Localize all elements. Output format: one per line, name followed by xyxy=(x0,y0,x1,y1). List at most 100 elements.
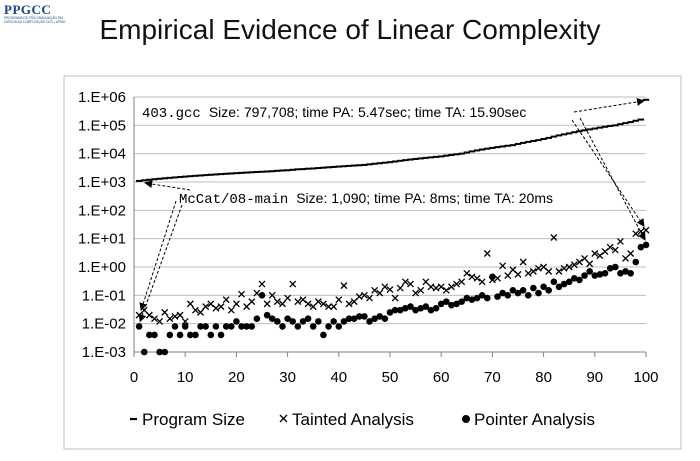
tainted-analysis-point xyxy=(161,308,169,316)
tainted-analysis-point xyxy=(268,291,276,299)
pointer-analysis-point xyxy=(304,315,312,322)
pointer-analysis-point xyxy=(161,348,169,356)
tainted-analysis-point xyxy=(581,255,589,262)
pointer-analysis-point xyxy=(386,309,394,316)
tainted-analysis-point xyxy=(145,311,153,319)
pointer-analysis-point xyxy=(309,323,317,330)
pointer-analysis-point xyxy=(207,331,215,339)
logo-subtext: PROGRAMA DE PÓS-GRADUAÇÃO EM CIÊNCIA DA … xyxy=(4,16,66,24)
tainted-analysis-point xyxy=(432,284,440,292)
mccat-annotation-text: Size: 1,090; time PA: 8ms; time TA: 20ms xyxy=(296,190,553,206)
legend: Program Size Tainted Analysis Pointer Anal… xyxy=(130,410,595,429)
tainted-analysis-point xyxy=(258,280,266,288)
tainted-analysis-point xyxy=(186,300,194,308)
x-tick-label: 20 xyxy=(228,369,245,386)
pointer-analysis-point xyxy=(463,294,471,302)
pointer-analysis-point xyxy=(268,315,276,322)
tainted-analysis-point xyxy=(550,234,558,241)
tainted-analysis-point xyxy=(514,270,522,278)
pointer-analysis-point xyxy=(637,243,645,251)
pointer-analysis-point xyxy=(366,318,373,325)
pointer-analysis-point xyxy=(581,272,588,279)
pointer-analysis-point xyxy=(458,298,465,305)
pointer-analysis-point xyxy=(181,323,189,330)
tainted-analysis-point xyxy=(166,315,174,323)
pointer-analysis-point xyxy=(555,283,563,291)
tainted-analysis-point xyxy=(632,230,640,238)
tainted-analysis-point xyxy=(504,272,512,279)
pointer-analysis-point xyxy=(427,306,435,314)
tainted-analysis-point xyxy=(442,286,450,294)
tainted-analysis-point xyxy=(396,284,404,292)
gcc-annotation-code: 403.gcc xyxy=(142,106,201,122)
tainted-analysis-point xyxy=(299,296,307,304)
tainted-analysis-point xyxy=(401,278,409,286)
tainted-analysis-point xyxy=(350,298,358,306)
tainted-analysis-point xyxy=(376,289,384,297)
tainted-analysis-point xyxy=(483,250,491,257)
pointer-analysis-point xyxy=(166,331,174,339)
pointer-analysis-point xyxy=(243,323,250,330)
pointer-analysis-point xyxy=(192,331,199,339)
tainted-analysis-point xyxy=(366,294,373,302)
pointer-analysis-point xyxy=(468,296,476,304)
legend-item: Program Size xyxy=(130,410,245,429)
pointer-analysis-point xyxy=(453,300,460,308)
pointer-analysis-point xyxy=(402,304,409,312)
x-tick-label: 60 xyxy=(433,369,450,386)
series xyxy=(135,98,650,356)
tainted-analysis-point xyxy=(417,286,425,294)
mccat-annotation-box xyxy=(176,186,614,210)
tainted-analysis-point xyxy=(345,300,353,308)
x-tick-label: 90 xyxy=(586,369,603,386)
y-tick-label: 1.E+01 xyxy=(78,231,126,248)
pointer-analysis-point xyxy=(238,323,245,330)
pointer-analysis-point xyxy=(253,315,261,322)
pointer-analysis-point xyxy=(217,331,225,339)
legend-marker-dot xyxy=(462,415,470,423)
pointer-analysis-point xyxy=(350,315,358,322)
tainted-analysis-point xyxy=(422,278,430,286)
pointer-analysis-point xyxy=(212,323,220,330)
tainted-analysis-point xyxy=(309,303,317,311)
pointer-analysis-point xyxy=(540,283,547,291)
tainted-analysis-point xyxy=(355,293,363,301)
pointer-analysis-point xyxy=(524,292,532,299)
pointer-analysis-point xyxy=(591,272,599,279)
pointer-analysis-point xyxy=(535,289,542,297)
pointer-analysis-point xyxy=(622,268,629,275)
pointer-analysis-point xyxy=(632,258,640,266)
gcc-annotation-text: Size: 797,708; time PA: 5.47sec; time TA… xyxy=(209,104,527,120)
pointer-analysis-point xyxy=(299,318,307,325)
y-tick-label: 1.E-02 xyxy=(82,316,126,333)
tainted-analysis-point xyxy=(519,258,527,266)
tainted-analysis-point xyxy=(314,298,322,306)
tainted-analysis-point xyxy=(289,280,297,288)
pointer-analysis-point xyxy=(412,306,419,314)
tainted-analysis-point xyxy=(279,300,286,308)
mccat-arrow-pa xyxy=(138,204,183,323)
pointer-analysis-point xyxy=(499,289,506,297)
pointer-analysis-point xyxy=(294,323,302,330)
x-tick-label: 0 xyxy=(130,369,138,386)
pointer-analysis-point xyxy=(355,313,363,320)
pointer-analysis-point xyxy=(586,268,593,275)
tainted-analysis-point xyxy=(335,296,343,304)
pointer-analysis-point xyxy=(483,294,491,302)
pointer-analysis-point xyxy=(611,263,619,271)
pointer-analysis-point xyxy=(315,318,322,325)
gcc-arrow-size xyxy=(573,97,645,113)
pointer-analysis-point xyxy=(279,323,286,330)
tainted-analysis-point xyxy=(212,304,220,312)
pointer-analysis-point xyxy=(432,304,440,312)
tainted-analysis-point xyxy=(181,317,189,325)
tainted-analysis-point xyxy=(381,283,389,291)
legend-marker-x xyxy=(279,414,288,423)
legend-label: Tainted Analysis xyxy=(292,410,414,429)
y-tick-label: 1.E-01 xyxy=(82,287,126,304)
tainted-analysis-point xyxy=(171,312,179,320)
tainted-analysis-point xyxy=(217,303,225,311)
pointer-analysis-point xyxy=(596,271,604,278)
pointer-analysis-point xyxy=(135,323,143,330)
x-tick-label: 100 xyxy=(633,369,658,386)
